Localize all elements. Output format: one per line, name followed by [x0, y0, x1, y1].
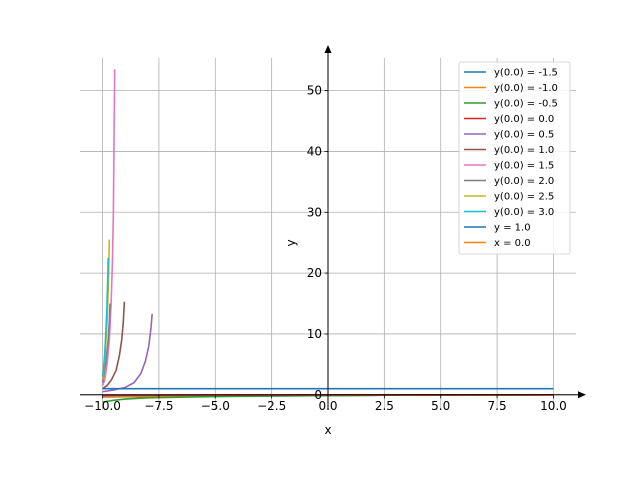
- legend-label: y(0.0) = 1.0: [494, 145, 554, 156]
- series-line-9: [101, 257, 109, 377]
- x-tick-label: 10.0: [540, 399, 567, 413]
- y-tick-label: 50: [307, 84, 322, 98]
- tick-labels: −10.0 −7.5 −5.0 −2.5 0.0 2.5 5.0 7.5 10.0 0 10 20 30…: [84, 84, 567, 413]
- legend-label: y(0.0) = -0.5: [494, 99, 558, 110]
- x-tick-label: −7.5: [144, 399, 173, 413]
- x-tick-label: −5.0: [201, 399, 230, 413]
- series-line-6: [101, 69, 116, 386]
- x-tick-label: 2.5: [375, 399, 394, 413]
- legend-label: y(0.0) = 0.5: [494, 130, 554, 141]
- x-tick-label: −2.5: [257, 399, 286, 413]
- y-axis-arrow-icon: [324, 45, 332, 53]
- legend-label: y(0.0) = 2.5: [494, 192, 554, 203]
- legend: y(0.0) = -1.5 y(0.0) = -1.0 y(0.0) = -0.5 y…: [458, 61, 571, 255]
- x-tick-label: 5.0: [431, 399, 450, 413]
- legend-label: y(0.0) = 1.5: [494, 161, 554, 172]
- y-tick-label: 20: [307, 266, 322, 280]
- axes: [80, 45, 586, 410]
- y-tick-label: 10: [307, 327, 322, 341]
- x-tick-label: −10.0: [84, 399, 121, 413]
- legend-label: x = 0.0: [494, 238, 531, 249]
- y-tick-label: 0: [314, 388, 322, 402]
- legend-box: [458, 61, 571, 255]
- legend-label: y(0.0) = 2.0: [494, 176, 554, 187]
- legend-label: y(0.0) = 3.0: [494, 207, 554, 218]
- x-axis-label: x: [324, 423, 331, 437]
- y-tick-label: 40: [307, 144, 322, 158]
- y-tick-label: 30: [307, 205, 322, 219]
- series-line-5: [102, 301, 126, 390]
- legend-label: y(0.0) = -1.5: [494, 68, 558, 79]
- legend-label: y(0.0) = 0.0: [494, 114, 554, 125]
- x-tick-label: 0.0: [318, 399, 337, 413]
- x-axis-arrow-icon: [578, 391, 586, 399]
- y-axis-label: y: [284, 239, 298, 246]
- x-tick-label: 7.5: [488, 399, 507, 413]
- legend-label: y(0.0) = -1.0: [494, 83, 558, 94]
- legend-label: y = 1.0: [494, 223, 531, 234]
